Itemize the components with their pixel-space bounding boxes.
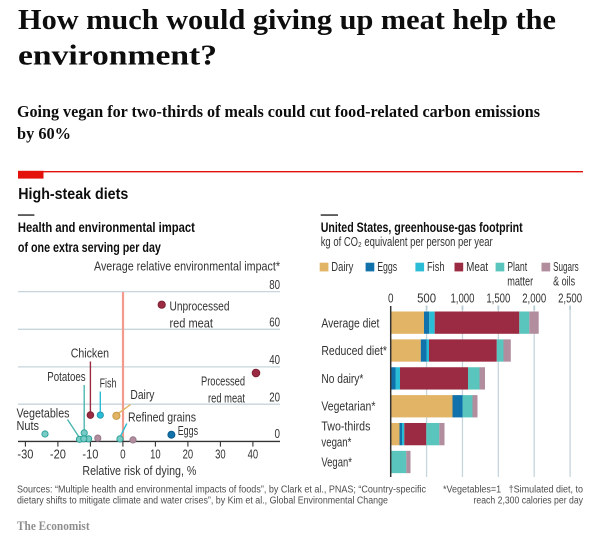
svg-text:30: 30 xyxy=(215,448,226,462)
svg-text:-30: -30 xyxy=(17,448,33,462)
svg-text:Two-thirds: Two-thirds xyxy=(321,420,370,434)
svg-text:20: 20 xyxy=(269,390,280,404)
svg-text:-10: -10 xyxy=(82,448,98,462)
svg-text:High-steak diets: High-steak diets xyxy=(18,186,128,203)
svg-text:Dairy: Dairy xyxy=(331,260,354,274)
svg-text:How much would giving up meat: How much would giving up meat help the xyxy=(18,5,556,36)
svg-text:Health and environmental impac: Health and environmental impact xyxy=(18,219,195,235)
svg-text:Dairy: Dairy xyxy=(130,388,155,402)
svg-text:Meat: Meat xyxy=(466,260,488,274)
svg-text:Plant: Plant xyxy=(507,260,527,274)
svg-text:Vegetarian*: Vegetarian* xyxy=(321,400,375,414)
svg-text:500: 500 xyxy=(417,291,436,305)
svg-text:Vegetables: Vegetables xyxy=(17,407,70,421)
svg-text:1,000: 1,000 xyxy=(450,291,474,305)
svg-text:Chicken: Chicken xyxy=(71,347,109,361)
svg-text:Going vegan for two-thirds of: Going vegan for two-thirds of meals coul… xyxy=(17,102,540,121)
svg-text:Unprocessed: Unprocessed xyxy=(170,300,230,314)
svg-text:Nuts: Nuts xyxy=(17,419,40,433)
svg-text:1,500: 1,500 xyxy=(486,291,510,305)
svg-text:No dairy*: No dairy* xyxy=(321,372,363,386)
svg-text:0: 0 xyxy=(275,427,281,441)
svg-text:-20: -20 xyxy=(50,448,66,462)
svg-text:Average relative environmental: Average relative environmental impact* xyxy=(94,259,280,273)
svg-text:0: 0 xyxy=(388,291,394,305)
svg-text:*Vegetables=1 †Simulated die: *Vegetables=1 †Simulated diet, to xyxy=(443,484,583,495)
svg-text:Reduced diet*: Reduced diet* xyxy=(321,344,387,358)
svg-text:Refined grains: Refined grains xyxy=(128,410,196,424)
svg-text:Eggs: Eggs xyxy=(377,260,397,274)
svg-text:Average diet: Average diet xyxy=(321,316,379,330)
svg-text:matter: matter xyxy=(507,274,533,288)
svg-text:10: 10 xyxy=(150,448,161,462)
svg-text:United States, greenhouse-gas: United States, greenhouse-gas footprint xyxy=(321,219,523,235)
svg-text:Sources: “Multiple health and: Sources: “Multiple health and environmen… xyxy=(17,484,426,495)
svg-text:80: 80 xyxy=(269,278,280,292)
svg-text:Potatoes: Potatoes xyxy=(47,370,85,384)
svg-text:2,500: 2,500 xyxy=(558,291,582,305)
svg-text:Processed: Processed xyxy=(201,375,245,389)
svg-text:40: 40 xyxy=(248,448,259,462)
svg-text:60: 60 xyxy=(269,316,280,330)
svg-text:red meat: red meat xyxy=(170,317,214,331)
svg-text:40: 40 xyxy=(269,353,280,367)
svg-text:environment?: environment? xyxy=(18,41,217,72)
svg-text:Eggs: Eggs xyxy=(178,424,198,438)
svg-text:Fish: Fish xyxy=(100,377,117,391)
svg-text:kg of CO₂ equivalent per perso: kg of CO₂ equivalent per person per year xyxy=(321,235,493,249)
svg-text:dietary shifts to mitigate cli: dietary shifts to mitigate climate and w… xyxy=(17,496,388,507)
svg-text:2,000: 2,000 xyxy=(522,291,546,305)
svg-text:& oils: & oils xyxy=(553,274,575,288)
svg-text:of one extra serving per day: of one extra serving per day xyxy=(18,239,161,255)
svg-text:Vegan*: Vegan* xyxy=(321,456,352,470)
svg-text:Sugars: Sugars xyxy=(553,260,579,274)
svg-text:The Economist: The Economist xyxy=(17,519,90,533)
svg-text:vegan*: vegan* xyxy=(321,435,351,449)
svg-text:20: 20 xyxy=(183,448,194,462)
svg-text:Relative risk of dying, %: Relative risk of dying, % xyxy=(82,464,196,478)
svg-text:Fish: Fish xyxy=(427,260,445,274)
svg-text:0: 0 xyxy=(120,448,126,462)
svg-text:red meat: red meat xyxy=(208,392,245,406)
svg-text:by 60%: by 60% xyxy=(17,124,71,143)
svg-text:reach 2,300 calories per day: reach 2,300 calories per day xyxy=(474,496,584,507)
